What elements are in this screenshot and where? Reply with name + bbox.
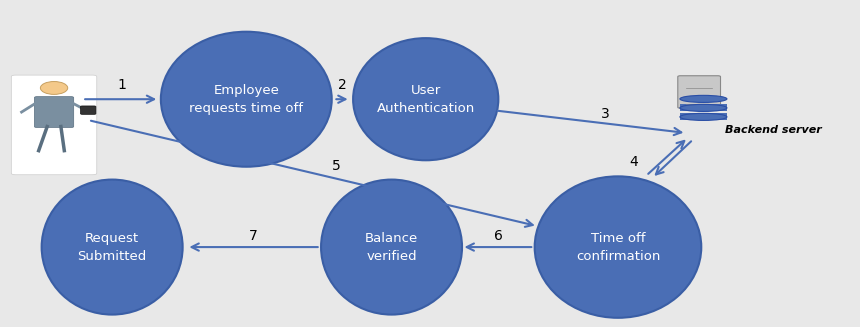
Text: Backend server: Backend server (725, 125, 821, 135)
Ellipse shape (680, 95, 727, 102)
Bar (680, 113, 727, 120)
Text: Request
Submitted: Request Submitted (77, 232, 147, 263)
Text: 6: 6 (494, 229, 503, 243)
Ellipse shape (41, 180, 182, 315)
FancyBboxPatch shape (11, 75, 97, 175)
Ellipse shape (680, 113, 727, 120)
FancyBboxPatch shape (34, 97, 74, 128)
Ellipse shape (353, 38, 498, 160)
Ellipse shape (321, 180, 462, 315)
Text: 2: 2 (338, 78, 347, 92)
Ellipse shape (40, 81, 68, 95)
Text: User
Authentication: User Authentication (377, 84, 475, 115)
Ellipse shape (680, 104, 727, 112)
Text: 7: 7 (249, 229, 257, 243)
Text: 4: 4 (629, 155, 638, 169)
FancyBboxPatch shape (678, 76, 721, 108)
Bar (680, 104, 727, 112)
Text: 1: 1 (117, 78, 126, 92)
Text: Balance
verified: Balance verified (365, 232, 418, 263)
Ellipse shape (535, 176, 701, 318)
FancyBboxPatch shape (81, 106, 96, 114)
Text: 3: 3 (601, 107, 610, 121)
Text: Employee
requests time off: Employee requests time off (189, 84, 304, 115)
Text: 5: 5 (332, 159, 341, 173)
Text: Time off
confirmation: Time off confirmation (576, 232, 660, 263)
Ellipse shape (161, 32, 332, 167)
